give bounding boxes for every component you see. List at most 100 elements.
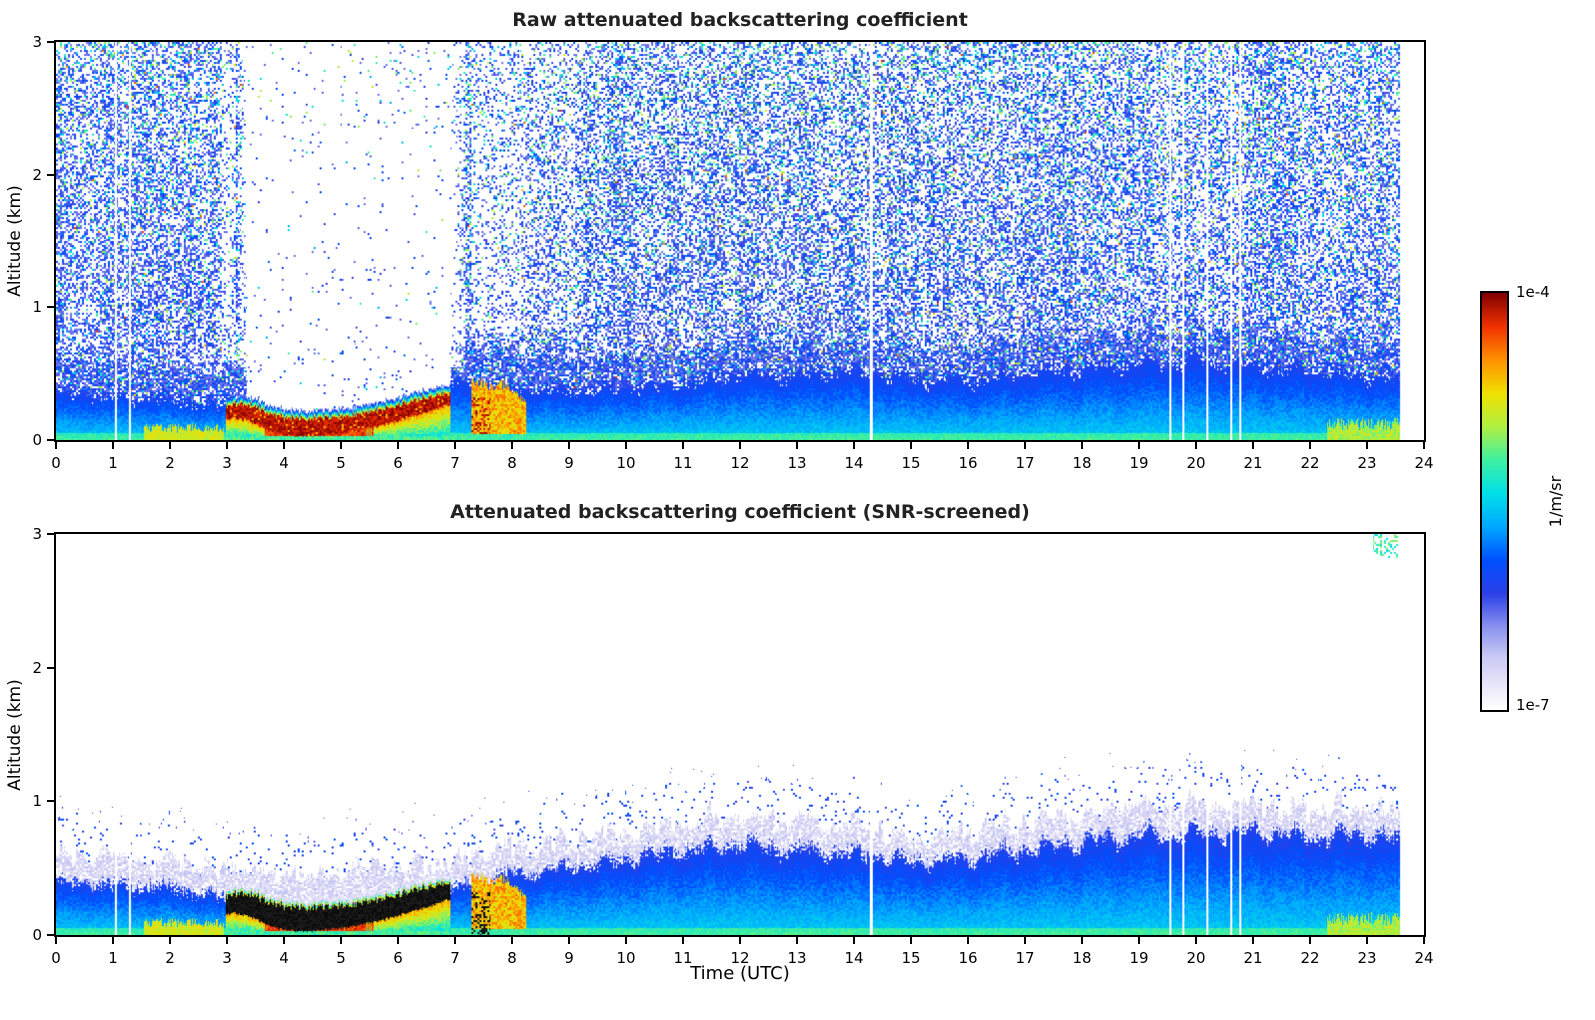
x-tick-label: 6 <box>393 949 403 967</box>
x-tick-label: 1 <box>108 949 118 967</box>
y-tick-label: 1 <box>32 298 42 317</box>
x-tick <box>55 937 57 944</box>
x-tick <box>454 937 456 944</box>
x-tick <box>967 937 969 944</box>
x-tick-label: 7 <box>450 454 460 472</box>
x-tick <box>1138 442 1140 449</box>
x-tick-label: 3 <box>222 949 232 967</box>
x-tick <box>967 442 969 449</box>
x-tick-label: 16 <box>958 949 978 967</box>
screened-plot-title: Attenuated backscattering coefficient (S… <box>450 501 1030 523</box>
x-tick-label: 5 <box>336 454 346 472</box>
x-tick-label: 8 <box>507 454 517 472</box>
x-tick-label: 1 <box>108 454 118 472</box>
y-tick <box>47 666 54 669</box>
x-tick <box>169 442 171 449</box>
x-tick-label: 14 <box>844 949 864 967</box>
x-tick-label: 24 <box>1414 454 1434 472</box>
x-tick-label: 8 <box>507 949 517 967</box>
x-tick-label: 9 <box>564 454 574 472</box>
x-tick <box>910 937 912 944</box>
x-tick-label: 17 <box>1015 949 1035 967</box>
x-tick <box>283 937 285 944</box>
x-tick <box>283 442 285 449</box>
x-tick <box>226 937 228 944</box>
x-tick-label: 13 <box>787 949 807 967</box>
x-tick <box>1309 937 1311 944</box>
x-tick <box>682 442 684 449</box>
y-tick-label: 2 <box>32 165 42 184</box>
x-tick-label: 3 <box>222 454 232 472</box>
raw-backscatter-plot: Raw attenuated backscattering coefficien… <box>5 9 1434 472</box>
x-tick-label: 2 <box>165 949 175 967</box>
x-tick <box>1195 442 1197 449</box>
x-tick <box>340 937 342 944</box>
x-tick-label: 18 <box>1072 454 1092 472</box>
colorbar-gradient <box>1482 293 1507 710</box>
x-tick-label: 19 <box>1129 454 1149 472</box>
x-tick <box>853 937 855 944</box>
x-tick-label: 21 <box>1243 454 1263 472</box>
x-tick <box>340 442 342 449</box>
x-tick <box>1195 937 1197 944</box>
colorbar-units-label: 1/m/sr <box>1544 291 1568 712</box>
x-tick <box>796 442 798 449</box>
y-tick <box>47 173 54 176</box>
x-tick <box>568 442 570 449</box>
x-tick-label: 11 <box>673 454 693 472</box>
x-tick <box>625 937 627 944</box>
x-tick-label: 2 <box>165 454 175 472</box>
x-tick <box>625 442 627 449</box>
y-tick-label: 2 <box>32 658 42 677</box>
x-tick <box>853 442 855 449</box>
x-tick <box>1252 937 1254 944</box>
x-tick-label: 10 <box>616 949 636 967</box>
x-tick-label: 6 <box>393 454 403 472</box>
colorbar-units-text: 1/m/sr <box>1546 475 1566 528</box>
raw-heatmap-canvas <box>56 42 1424 440</box>
x-tick-label: 10 <box>616 454 636 472</box>
x-tick <box>1081 937 1083 944</box>
x-tick-label: 11 <box>673 949 693 967</box>
screened-y-axis-label-text: Altitude (km) <box>5 678 26 791</box>
raw-y-axis-label: Altitude (km) <box>4 42 26 440</box>
x-axis-title: Time (UTC) <box>690 963 790 984</box>
x-tick <box>1366 937 1368 944</box>
x-tick-label: 21 <box>1243 949 1263 967</box>
x-tick <box>1423 442 1425 449</box>
x-tick <box>397 442 399 449</box>
x-tick <box>454 442 456 449</box>
x-tick <box>1309 442 1311 449</box>
x-tick <box>739 937 741 944</box>
x-tick-label: 15 <box>901 454 921 472</box>
x-tick <box>169 937 171 944</box>
x-tick-label: 17 <box>1015 454 1035 472</box>
x-tick <box>682 937 684 944</box>
y-tick-label: 3 <box>32 525 42 543</box>
screened-backscatter-plot: Attenuated backscattering coefficient (S… <box>5 501 1434 967</box>
x-tick-label: 7 <box>450 949 460 967</box>
x-tick <box>910 442 912 449</box>
colorbar <box>1480 291 1509 712</box>
x-tick-label: 16 <box>958 454 978 472</box>
x-tick-label: 0 <box>51 949 61 967</box>
x-tick-label: 20 <box>1186 949 1206 967</box>
x-tick <box>1252 442 1254 449</box>
y-tick <box>47 533 54 535</box>
x-tick <box>796 937 798 944</box>
x-tick-label: 4 <box>279 454 289 472</box>
x-tick-label: 24 <box>1414 949 1434 967</box>
x-tick-label: 15 <box>901 949 921 967</box>
x-tick-label: 19 <box>1129 949 1149 967</box>
raw-y-axis-label-text: Altitude (km) <box>5 185 26 297</box>
x-tick <box>1024 937 1026 944</box>
x-tick <box>511 937 513 944</box>
x-tick <box>112 442 114 449</box>
y-tick-label: 0 <box>32 431 42 449</box>
x-tick-label: 4 <box>279 949 289 967</box>
colorbar-max-label: 1e-4 <box>1516 283 1550 301</box>
x-tick <box>739 442 741 449</box>
x-tick <box>226 442 228 449</box>
y-tick <box>47 800 54 803</box>
